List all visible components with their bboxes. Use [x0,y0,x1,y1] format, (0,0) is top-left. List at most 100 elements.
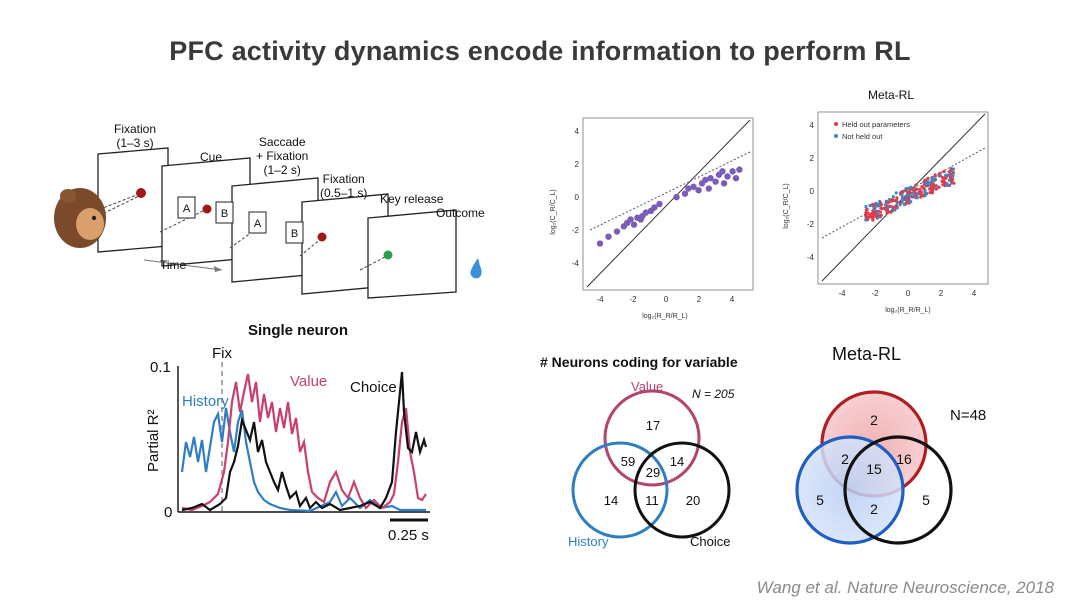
point-held-out [928,190,932,195]
single-neuron-title: Single neuron [248,322,349,339]
point-held-out [919,195,923,199]
point-not-held-out [891,195,896,199]
svg-text:2: 2 [939,289,944,298]
scatter-left-point [736,166,743,173]
scatter-left-point [613,228,621,235]
point-held-out [942,170,946,174]
point-not-held-out [926,180,930,184]
choice-name: Choice [690,534,730,549]
svg-text:59: 59 [621,454,635,469]
scatter-left-point [702,176,709,184]
scatter-left-point [630,221,638,228]
scatter-left-point [651,204,658,211]
svg-text:2: 2 [870,412,878,428]
point-not-held-out [875,202,880,206]
fix-label: Fix [212,345,232,362]
point-held-out [894,204,899,208]
svg-text:-4: -4 [596,295,604,304]
point-held-out [899,201,903,205]
scatter-right-panel: Meta-RL Held out parameters Not held out… [770,88,995,328]
history-circle [571,441,669,539]
scatter-left-point [719,168,726,175]
scatter-left-point [690,183,697,190]
point-held-out [941,183,945,187]
point-held-out [952,181,956,185]
svg-text:5: 5 [922,492,930,508]
svg-text:-2: -2 [807,220,815,229]
scatter-left-points [596,166,743,247]
point-not-held-out [951,167,956,171]
point-held-out [889,199,893,203]
value-name: Value [631,379,663,394]
series-value [181,373,427,512]
venn-left-svg: Value N = 205 History Choice 17 59 29 14… [568,379,735,549]
svg-text:-4: -4 [572,259,580,268]
fixation-dot-2 [202,204,212,214]
target-a-2 [248,211,267,234]
right-circle [843,435,953,545]
point-held-out [879,206,883,210]
scatter-left-point [705,185,712,192]
point-not-held-out [909,200,913,204]
scatter-right-svg: Held out parameters Not held out 4 2 0 -… [783,111,989,314]
history-label: History [182,393,229,410]
svg-text:-2: -2 [572,226,580,235]
target-b-1 [215,201,234,224]
point-held-out [950,179,954,183]
point-not-held-out [923,193,927,198]
point-not-held-out [905,186,909,191]
task-schematic: A B A B Fixation (1–3 s) Cue Saccade + F… [50,110,510,300]
point-held-out [886,209,890,213]
point-held-out [926,176,930,180]
venn-left-title: # Neurons coding for variable [540,354,738,370]
scatter-left-panel: 4 2 0 -2 -4 -4 -2 0 2 4 log₂(R_R/R_L) lo… [535,112,760,327]
svg-text:2: 2 [697,295,702,304]
venn-left-n: N = 205 [692,387,735,401]
ytick-bottom: 0 [164,504,172,521]
scatter-left-point [605,233,612,240]
point-held-out [919,192,923,196]
value-label: Value [290,373,327,390]
point-held-out [874,215,879,219]
point-not-held-out [884,203,888,207]
point-not-held-out [914,196,918,200]
green-dot [383,250,393,260]
point-held-out [895,196,899,200]
screen-5 [367,209,457,299]
scatter-left-point [642,209,650,216]
scatter-right-title: Meta-RL [868,88,915,102]
svg-text:B: B [221,208,228,220]
label-time: Time [160,258,187,272]
series-choice [181,371,428,512]
venn-right-n: N=48 [950,407,986,424]
svg-text:2: 2 [870,501,878,517]
point-held-out [942,180,946,184]
point-held-out [891,205,895,209]
point-held-out [886,201,890,205]
identity-line [586,119,751,288]
point-held-out [933,173,937,177]
scatter-left-ylabel: log₂(C_R/C_L) [550,189,557,235]
point-not-held-out [911,191,915,195]
label-fixation-2: Fixation (0.5–1 s) [320,172,368,200]
point-held-out [943,176,947,180]
point-held-out [864,211,868,215]
svg-text:4: 4 [730,295,735,304]
scatter-left-point [656,200,663,208]
water-drop-icon [470,258,482,279]
point-not-held-out [902,203,907,207]
scatter-left-svg: 4 2 0 -2 -4 -4 -2 0 2 4 log₂(R_R/R_L) lo… [550,117,754,320]
point-held-out [949,167,953,171]
scatter-left-point [596,240,604,247]
history-name: History [568,534,609,549]
target-a-1 [177,196,196,219]
venn-right-title: Meta-RL [832,344,902,364]
value-circle [603,389,701,487]
label-key-release: Key release [380,192,444,206]
svg-text:-4: -4 [838,289,846,298]
scatter-left-point [732,175,740,182]
scatter-left-point [695,187,702,194]
point-not-held-out [931,177,935,181]
svg-text:14: 14 [670,454,684,469]
point-not-held-out [951,174,955,178]
